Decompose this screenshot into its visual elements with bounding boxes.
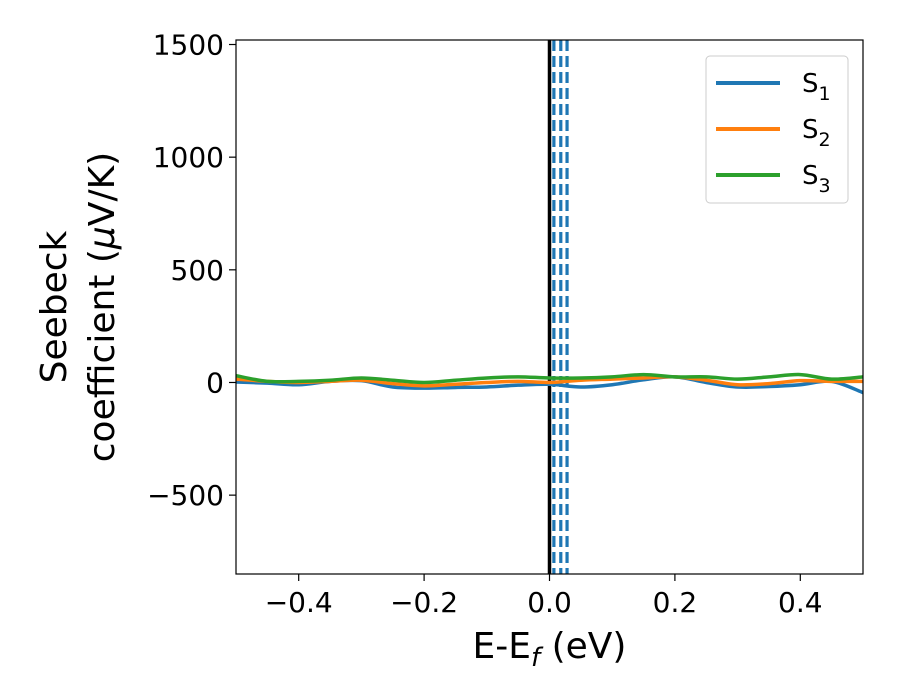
y-axis-label-line2: coefficient (μV/K) [82,152,123,462]
series-group [236,372,863,395]
legend-label: S2 [802,115,831,151]
x-tick-label: 0.4 [778,586,823,619]
y-tick-label: 1500 [153,29,224,62]
legend-label: S1 [802,69,831,105]
x-axis-label: E-Ef (eV) [473,626,627,673]
y-axis-label-line1: Seebeck [34,230,75,383]
x-tick-label: 0.0 [527,586,572,619]
y-tick-label: −500 [147,479,224,512]
x-tick-label: 0.2 [653,586,698,619]
legend: S1 S2 S3 [705,55,849,204]
ticks-group: −0.4 −0.2 0.0 0.2 0.4 −500 0 500 1000 1500 [147,29,822,619]
series-line-S3 [236,372,863,385]
y-tick-label: 1000 [153,141,224,174]
y-tick-label: 500 [171,254,224,287]
x-tick-label: −0.4 [265,586,333,619]
y-axis-label: Seebeck coefficient (μV/K) [34,152,123,462]
legend-label: S3 [802,161,831,197]
vertical-lines-group [547,40,569,574]
y-tick-label: 0 [206,366,224,399]
x-tick-label: −0.2 [390,586,458,619]
